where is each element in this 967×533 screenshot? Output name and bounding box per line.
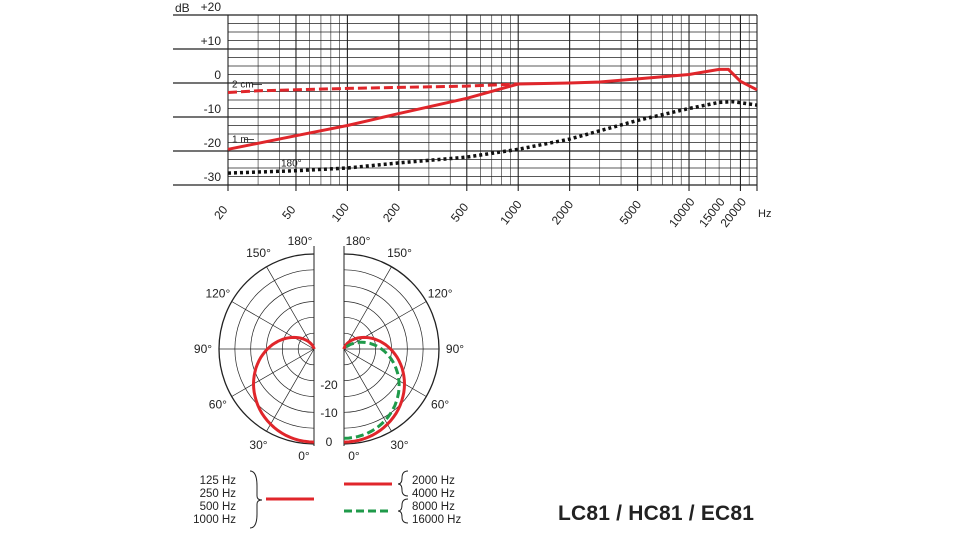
y-tick-label: -30 (204, 170, 222, 184)
polar-spoke (266, 266, 315, 350)
polar-angle-label: 90° (194, 342, 212, 356)
polar-db-label: -10 (320, 406, 338, 420)
series-line-180 (227, 99, 758, 175)
polar-db-label: 0 (326, 435, 333, 449)
polar-angle-label: 0° (298, 449, 310, 463)
polar-pattern-curve (251, 335, 316, 444)
legend-brace (249, 470, 263, 529)
polar-angle-label: 180° (346, 234, 371, 248)
series-label: 2 cm (232, 80, 254, 91)
x-tick-label: 20 (211, 203, 230, 222)
legend-high-label: 8000 Hz (412, 501, 455, 513)
frequency-response-chart: +20 +10 0 -10 -20 -30 dB 20 50 100 200 500 1000 2000 5… (173, 0, 771, 230)
x-tick-label: 2000 (549, 197, 577, 227)
polar-angle-label: 90° (446, 342, 464, 356)
series-label: 1 m (232, 135, 249, 146)
y-tick-label: +20 (201, 0, 222, 14)
polar-angle-label: 60° (209, 398, 227, 412)
x-tick-label: 10000 (666, 195, 698, 230)
legend-low-label: 250 Hz (200, 488, 237, 500)
model-title: LC81 / HC81 / EC81 (558, 502, 755, 525)
y-tick-label: -20 (204, 136, 222, 150)
polar-pattern-curve (343, 340, 401, 440)
x-tick-label: 50 (279, 203, 298, 222)
legend-high-label: 2000 Hz (412, 475, 455, 487)
polar-spoke (343, 301, 427, 350)
polar-angle-label: 0° (348, 449, 360, 463)
polar-pattern-chart: 0° 30° 60° 90° 120° 150° 180° 0° 30° 60° 90° 120° 15… (194, 234, 464, 463)
x-tick-label: 100 (329, 200, 353, 225)
legend-low-label: 1000 Hz (193, 514, 236, 526)
legend-high-label: 16000 Hz (412, 514, 461, 526)
y-unit-label: dB (175, 1, 190, 15)
polar-pattern-curve (342, 335, 407, 444)
polar-spoke (343, 266, 392, 350)
series-label: 180° (281, 158, 302, 169)
polar-angle-label: 180° (288, 234, 313, 248)
x-tick-label: 5000 (617, 197, 645, 227)
x-unit-label: Hz (758, 208, 771, 220)
polar-angle-label: 120° (428, 287, 453, 301)
x-tick-label: 200 (380, 200, 404, 225)
y-tick-label: +10 (201, 34, 222, 48)
polar-spoke (343, 348, 392, 432)
polar-spoke (266, 348, 315, 432)
legend-brace (397, 470, 409, 497)
legend-high-label: 4000 Hz (412, 488, 455, 500)
legend-low-label: 500 Hz (200, 501, 237, 513)
x-tick-label: 500 (448, 200, 472, 225)
polar-angle-label: 150° (246, 246, 271, 260)
polar-angle-label: 60° (431, 398, 449, 412)
series-line-2cm (227, 82, 519, 94)
polar-spoke (231, 301, 315, 350)
polar-angle-label: 150° (387, 246, 412, 260)
polar-spoke (231, 348, 315, 397)
y-tick-label: -10 (204, 102, 222, 116)
polar-spoke (343, 348, 427, 397)
polar-db-label: -20 (320, 378, 338, 392)
legend-low-label: 125 Hz (200, 475, 237, 487)
polar-angle-label: 30° (249, 438, 267, 452)
legend-brace (397, 498, 409, 524)
x-tick-label: 1000 (497, 197, 525, 227)
series-line-1m (227, 67, 758, 151)
polar-angle-label: 30° (390, 438, 408, 452)
polar-angle-label: 120° (205, 287, 230, 301)
y-tick-label: 0 (214, 68, 221, 82)
